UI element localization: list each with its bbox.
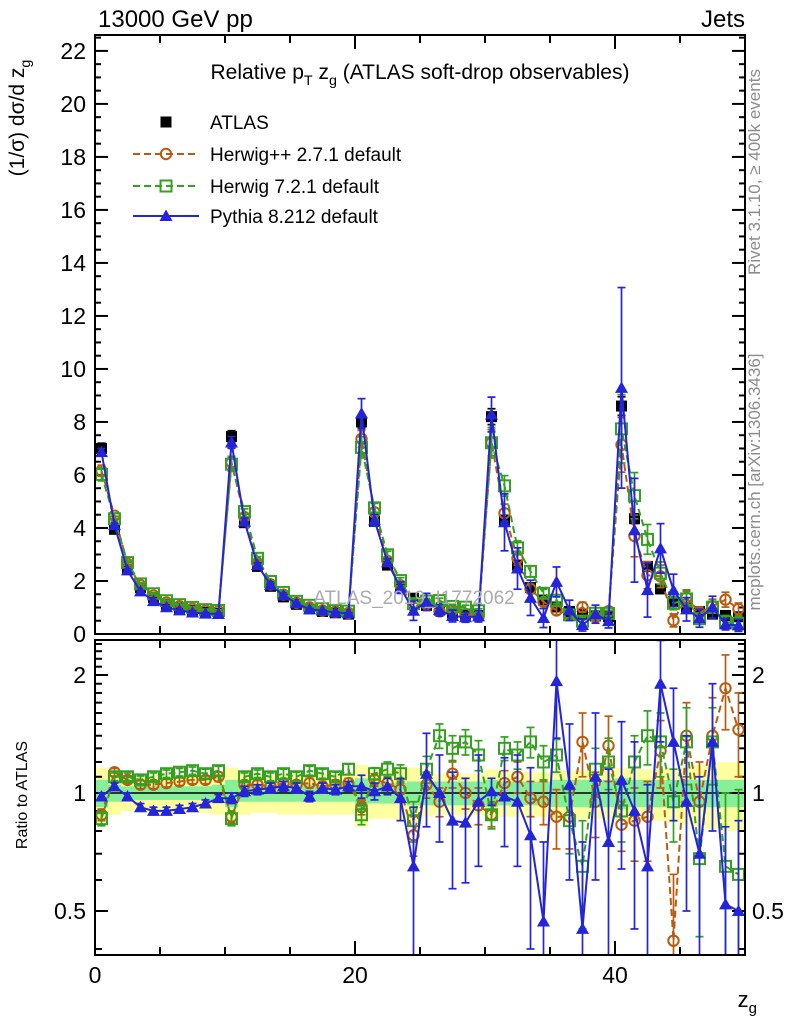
- ratio-y-tick-label-right: 1: [752, 780, 765, 806]
- legend-marker-atlas: [160, 116, 172, 128]
- ratio-y-axis-label: Ratio to ATLAS: [14, 741, 31, 849]
- x-tick-label: 40: [602, 962, 628, 988]
- main-y-tick-label: 20: [60, 91, 86, 117]
- x-axis-label: zg: [738, 987, 757, 1017]
- main-y-axis-label: (1/σ) dσ/d zg: [6, 60, 34, 177]
- plot-title: Relative pT zg (ATLAS soft-drop observab…: [211, 61, 630, 89]
- main-y-tick-label: 4: [73, 515, 86, 541]
- legend-marker-herwigpp: [133, 147, 199, 161]
- main-y-tick-label: 16: [60, 197, 86, 223]
- legend-label-herwigpp: Herwig++ 2.7.1 default: [210, 145, 402, 166]
- ratio-y-tick-label: 1: [73, 780, 86, 806]
- watermark: ATLAS_2019_I1772062: [313, 588, 514, 609]
- main-frame: [94, 34, 746, 635]
- main-y-tick-label: 22: [60, 38, 86, 64]
- main-y-tick-label: 2: [73, 568, 86, 594]
- x-tick-label: 20: [342, 962, 368, 988]
- main-y-tick-label: 12: [60, 303, 86, 329]
- main-y-tick-label: 14: [60, 250, 86, 276]
- legend-item-atlas: ATLAS: [160, 113, 269, 134]
- ratio-series-pythia: [95, 640, 745, 955]
- header-right-label: Jets: [701, 6, 745, 33]
- x-tick-label: 0: [89, 962, 102, 988]
- legend-label-pythia: Pythia 8.212 default: [210, 207, 379, 228]
- legend-label-atlas: ATLAS: [210, 113, 269, 134]
- legend-label-herwig7: Herwig 7.2.1 default: [210, 177, 380, 198]
- ratio-y-tick-label: 2: [73, 662, 86, 688]
- legend: ATLAS Herwig++ 2.7.1 default Herwig 7.2.…: [133, 113, 402, 228]
- mcplots-caption: mcplots.cern.ch [arXiv:1306.3436]: [745, 353, 764, 610]
- main-y-tick-label: 18: [60, 144, 86, 170]
- legend-marker-herwig7: [133, 179, 199, 193]
- rivet-caption: Rivet 3.1.10, ≥ 400k events: [745, 69, 764, 275]
- main-y-tick-label: 6: [73, 462, 86, 488]
- legend-item-herwig7: Herwig 7.2.1 default: [133, 177, 380, 198]
- main-y-tick-label: 8: [73, 409, 86, 435]
- main-y-tick-label: 0: [73, 621, 86, 647]
- series-pythia: [95, 286, 745, 633]
- ratio-y-tick-label: 0.5: [54, 898, 86, 924]
- ratio-frame: [94, 639, 746, 956]
- ratio-y-tick-label-right: 0.5: [752, 898, 784, 924]
- legend-item-herwigpp: Herwig++ 2.7.1 default: [133, 145, 402, 166]
- header-left-label: 13000 GeV pp: [98, 6, 253, 33]
- main-y-tick-label: 10: [60, 356, 86, 382]
- ratio-y-tick-label-right: 2: [752, 662, 765, 688]
- legend-item-pythia: Pythia 8.212 default: [133, 207, 379, 228]
- legend-marker-pythia: [133, 209, 199, 221]
